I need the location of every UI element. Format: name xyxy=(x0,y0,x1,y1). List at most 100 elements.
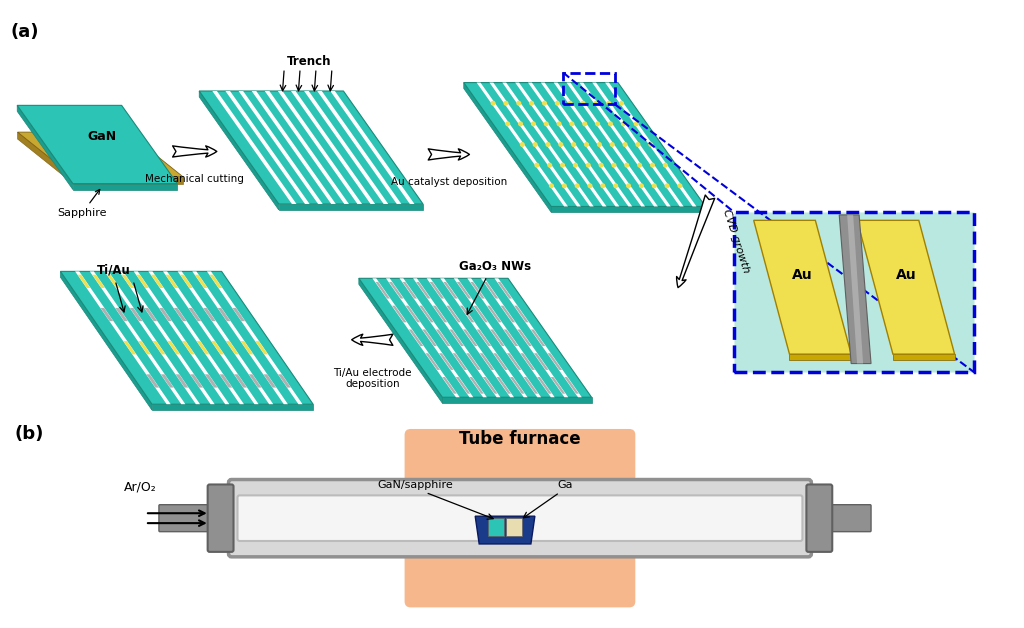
Circle shape xyxy=(627,184,631,188)
Polygon shape xyxy=(203,308,216,321)
Polygon shape xyxy=(174,308,186,321)
Polygon shape xyxy=(754,220,851,354)
Circle shape xyxy=(596,122,599,126)
Polygon shape xyxy=(373,278,460,398)
Polygon shape xyxy=(456,377,470,394)
Circle shape xyxy=(545,122,548,126)
FancyBboxPatch shape xyxy=(829,505,871,532)
Polygon shape xyxy=(483,377,498,394)
Polygon shape xyxy=(442,398,592,403)
FancyBboxPatch shape xyxy=(734,212,975,372)
Polygon shape xyxy=(535,353,549,370)
Polygon shape xyxy=(406,306,420,322)
Polygon shape xyxy=(450,330,464,346)
Polygon shape xyxy=(551,207,706,212)
Polygon shape xyxy=(175,374,188,387)
Polygon shape xyxy=(399,278,486,398)
Polygon shape xyxy=(210,274,222,288)
Text: GaN: GaN xyxy=(88,130,117,143)
Polygon shape xyxy=(507,353,521,370)
Polygon shape xyxy=(464,82,706,207)
Polygon shape xyxy=(426,353,440,370)
Polygon shape xyxy=(90,271,185,404)
Circle shape xyxy=(652,184,656,188)
Polygon shape xyxy=(476,82,568,207)
Polygon shape xyxy=(278,91,362,204)
Polygon shape xyxy=(205,374,218,387)
Polygon shape xyxy=(78,274,90,288)
Text: CVD growth: CVD growth xyxy=(721,207,751,274)
Circle shape xyxy=(588,184,592,188)
Circle shape xyxy=(614,184,617,188)
Polygon shape xyxy=(279,374,291,387)
Polygon shape xyxy=(167,341,180,354)
Polygon shape xyxy=(840,215,871,364)
Polygon shape xyxy=(488,518,504,536)
Circle shape xyxy=(594,102,598,105)
Polygon shape xyxy=(152,404,313,410)
Text: Au catalyst deposition: Au catalyst deposition xyxy=(391,177,507,187)
Polygon shape xyxy=(592,82,684,207)
Polygon shape xyxy=(580,82,671,207)
Polygon shape xyxy=(469,377,484,394)
Polygon shape xyxy=(487,306,502,322)
Polygon shape xyxy=(138,341,151,354)
Polygon shape xyxy=(73,183,177,190)
Circle shape xyxy=(520,143,524,146)
Polygon shape xyxy=(457,282,471,298)
Text: Tube furnace: Tube furnace xyxy=(459,430,581,448)
Polygon shape xyxy=(501,306,515,322)
Text: GaN/sapphire: GaN/sapphire xyxy=(378,480,454,490)
Polygon shape xyxy=(506,518,522,536)
Polygon shape xyxy=(106,274,120,288)
Polygon shape xyxy=(226,341,239,354)
Circle shape xyxy=(635,122,638,126)
Circle shape xyxy=(612,163,615,167)
Polygon shape xyxy=(104,271,200,404)
Polygon shape xyxy=(790,354,851,360)
Circle shape xyxy=(664,163,668,167)
Circle shape xyxy=(624,143,627,146)
Polygon shape xyxy=(263,374,276,387)
Polygon shape xyxy=(454,278,541,398)
Polygon shape xyxy=(74,176,183,183)
Text: Au: Au xyxy=(896,268,916,283)
Circle shape xyxy=(534,143,537,146)
Polygon shape xyxy=(538,377,552,394)
Text: Ga₂O₃ NWs: Ga₂O₃ NWs xyxy=(459,261,531,273)
Polygon shape xyxy=(443,282,458,298)
Text: Ti/Au: Ti/Au xyxy=(97,263,131,276)
Polygon shape xyxy=(252,91,336,204)
Polygon shape xyxy=(163,271,259,404)
Polygon shape xyxy=(212,91,297,204)
Polygon shape xyxy=(177,271,273,404)
Polygon shape xyxy=(427,278,514,398)
Polygon shape xyxy=(497,377,511,394)
Polygon shape xyxy=(554,82,645,207)
Polygon shape xyxy=(433,306,447,322)
Polygon shape xyxy=(495,278,582,398)
Polygon shape xyxy=(494,353,508,370)
Polygon shape xyxy=(520,353,535,370)
Circle shape xyxy=(610,143,614,146)
Polygon shape xyxy=(541,82,632,207)
Polygon shape xyxy=(463,330,477,346)
Polygon shape xyxy=(439,353,454,370)
Polygon shape xyxy=(159,308,172,321)
Polygon shape xyxy=(481,278,568,398)
Polygon shape xyxy=(503,82,594,207)
Polygon shape xyxy=(473,306,488,322)
Circle shape xyxy=(608,122,612,126)
Circle shape xyxy=(571,143,575,146)
Circle shape xyxy=(598,143,601,146)
Text: Mechanical cutting: Mechanical cutting xyxy=(145,174,244,184)
Polygon shape xyxy=(144,308,158,321)
Polygon shape xyxy=(358,278,592,398)
Polygon shape xyxy=(517,330,531,346)
Circle shape xyxy=(550,184,553,188)
Circle shape xyxy=(625,163,629,167)
Circle shape xyxy=(504,102,508,105)
Polygon shape xyxy=(504,330,518,346)
Polygon shape xyxy=(422,330,437,346)
Circle shape xyxy=(640,184,643,188)
